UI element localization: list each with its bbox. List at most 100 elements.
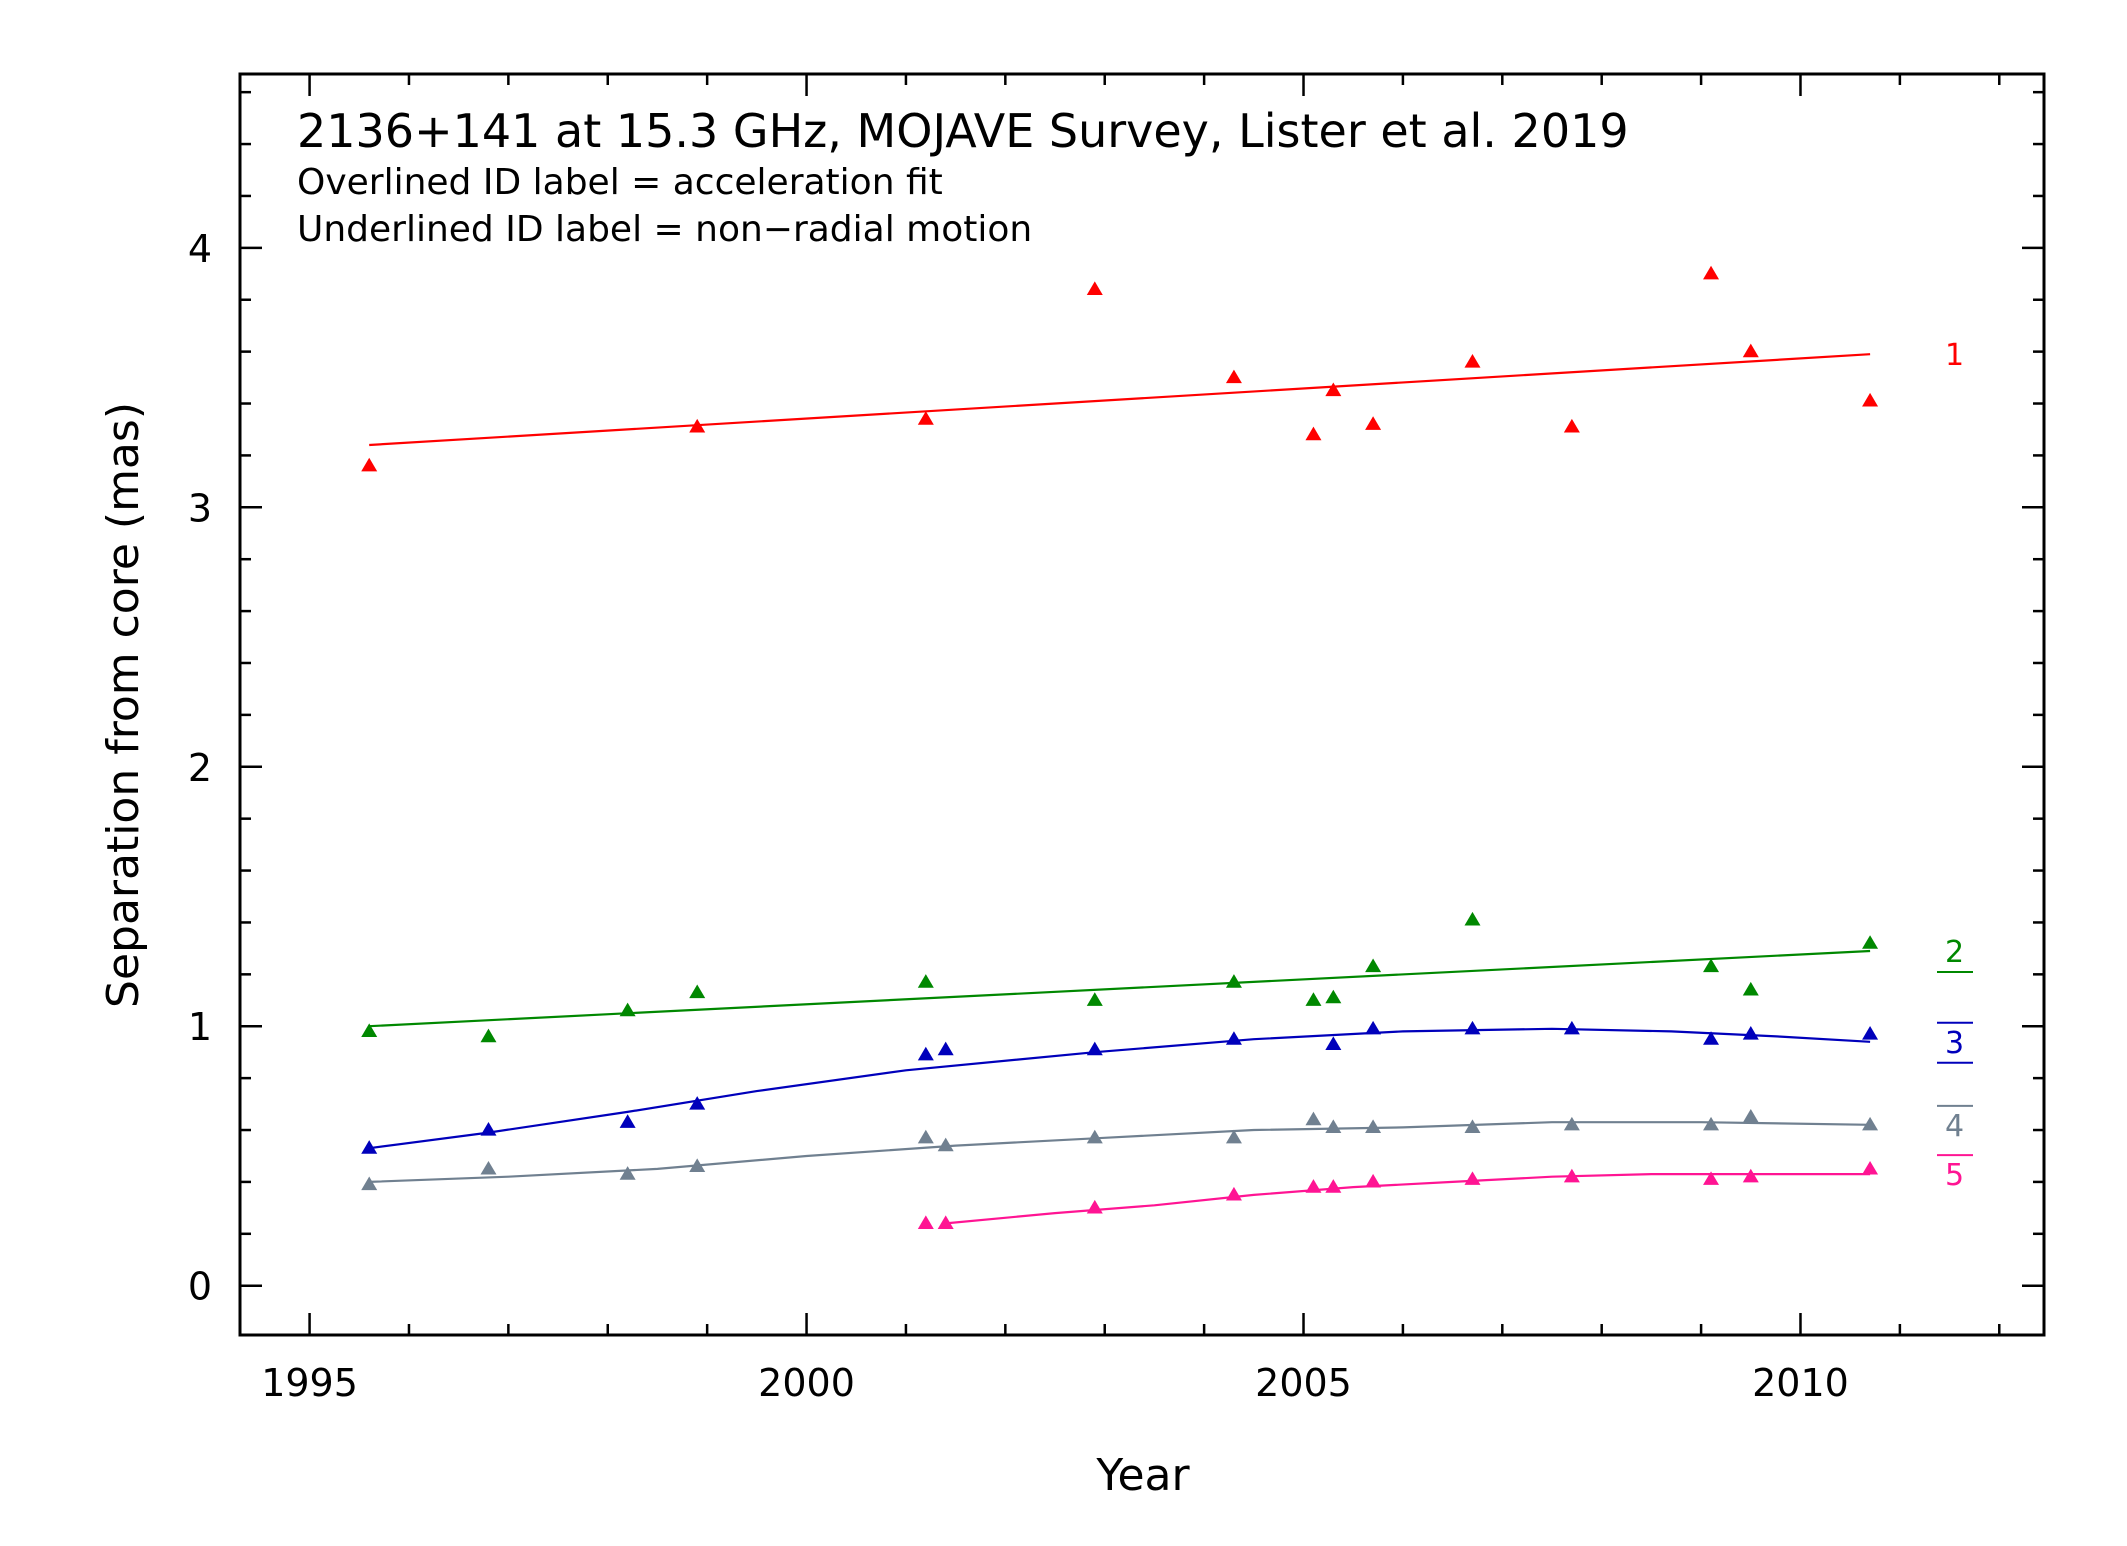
data-point-2 (1305, 992, 1322, 1006)
data-point-4 (1305, 1111, 1322, 1126)
data-point-5 (1086, 1199, 1103, 1214)
data-point-5 (917, 1215, 934, 1230)
data-point-3 (937, 1041, 954, 1056)
x-tick-label: 2010 (1752, 1361, 1849, 1405)
data-point-2 (689, 984, 706, 999)
data-point-4 (689, 1158, 706, 1172)
data-point-3 (1325, 1036, 1342, 1050)
fit-lines (369, 353, 1871, 1225)
plot-frame (238, 72, 2046, 1337)
data-point-2 (1464, 911, 1481, 926)
x-tick-label: 1995 (261, 1361, 358, 1405)
data-point-3 (1563, 1020, 1580, 1035)
data-point-2 (1225, 974, 1242, 988)
data-point-5 (1464, 1171, 1481, 1185)
data-point-3 (1464, 1020, 1481, 1035)
data-point-1 (1225, 369, 1242, 384)
data-point-3 (1742, 1026, 1759, 1040)
data-point-4 (1563, 1116, 1580, 1131)
fit-line-2 (369, 949, 1871, 1028)
data-point-1 (917, 411, 934, 425)
plot-border (238, 72, 2046, 1337)
data-point-3 (1225, 1031, 1242, 1045)
data-point-4 (1742, 1109, 1759, 1123)
data-point-4 (1325, 1119, 1342, 1134)
x-axis-label: Year (1095, 1450, 1190, 1501)
data-point-3 (917, 1046, 934, 1061)
series-label-2: 2 (1945, 935, 1964, 970)
data-point-1 (1305, 426, 1322, 441)
fit-line-4 (369, 1121, 1871, 1183)
fit-line-5 (945, 1173, 1871, 1225)
data-point-2 (917, 974, 934, 988)
data-point-1 (1086, 281, 1103, 295)
series-label-1: 1 (1945, 338, 1964, 373)
data-point-3 (619, 1114, 636, 1128)
data-point-5 (1563, 1168, 1580, 1183)
data-point-4 (1703, 1116, 1720, 1131)
data-point-4 (361, 1176, 378, 1191)
series-labels: 1 2 3 4 5 (1937, 338, 1973, 1193)
data-point-4 (917, 1129, 934, 1144)
fit-line-1 (369, 353, 1871, 447)
data-points (361, 265, 1879, 1230)
y-axis: 0 1 2 3 4 (188, 90, 2044, 1309)
data-point-1 (689, 418, 706, 433)
data-point-4 (480, 1160, 497, 1175)
y-tick-label: 1 (188, 1005, 212, 1049)
series-label-5: 5 (1945, 1158, 1964, 1193)
data-point-1 (1563, 418, 1580, 433)
data-point-4 (937, 1137, 954, 1152)
data-point-2 (1325, 989, 1342, 1004)
series-label-4: 4 (1945, 1109, 1964, 1144)
data-point-5 (1742, 1168, 1759, 1183)
y-tick-label: 3 (188, 486, 212, 530)
data-point-2 (1742, 981, 1759, 996)
data-point-5 (1862, 1160, 1879, 1175)
data-point-3 (361, 1140, 378, 1154)
data-point-3 (1086, 1041, 1103, 1056)
data-point-4 (1862, 1116, 1879, 1131)
data-point-2 (480, 1028, 497, 1043)
series-label-3: 3 (1945, 1026, 1964, 1061)
data-point-5 (1325, 1179, 1342, 1193)
data-point-2 (1086, 992, 1103, 1006)
data-point-2 (1365, 958, 1382, 973)
data-point-3 (480, 1122, 497, 1136)
note-overline: Overlined ID label = acceleration fit (297, 162, 943, 203)
data-point-4 (1464, 1119, 1481, 1134)
y-tick-label: 2 (188, 746, 212, 790)
data-point-3 (1703, 1031, 1720, 1045)
data-point-4 (1225, 1129, 1242, 1144)
data-point-1 (1325, 382, 1342, 397)
data-point-3 (689, 1096, 706, 1110)
y-axis-label: Separation from core (mas) (98, 402, 149, 1008)
data-point-1 (1742, 343, 1759, 358)
data-point-3 (1365, 1020, 1382, 1035)
x-tick-label: 2005 (1255, 1361, 1352, 1405)
data-point-2 (361, 1023, 378, 1038)
x-axis: 1995 2000 2005 2010 (261, 74, 2001, 1405)
data-point-3 (1862, 1026, 1879, 1040)
chart-title: 2136+141 at 15.3 GHz, MOJAVE Survey, Lis… (297, 104, 1629, 158)
fit-line-3 (369, 1027, 1871, 1150)
data-point-1 (1365, 416, 1382, 430)
y-tick-label: 0 (188, 1265, 212, 1309)
data-point-2 (1703, 958, 1720, 973)
data-point-5 (1305, 1179, 1322, 1193)
data-point-1 (1862, 392, 1879, 407)
data-point-2 (619, 1002, 636, 1017)
data-point-5 (937, 1215, 954, 1230)
data-point-1 (1703, 265, 1720, 280)
data-point-5 (1703, 1171, 1720, 1185)
data-point-4 (1086, 1129, 1103, 1144)
note-underline: Underlined ID label = non−radial motion (297, 209, 1032, 250)
data-point-2 (1862, 935, 1879, 949)
data-point-4 (1365, 1119, 1382, 1134)
data-point-1 (361, 457, 378, 472)
x-tick-label: 2000 (758, 1361, 855, 1405)
data-point-5 (1225, 1186, 1242, 1201)
y-tick-label: 4 (188, 227, 212, 271)
data-point-1 (1464, 354, 1481, 368)
